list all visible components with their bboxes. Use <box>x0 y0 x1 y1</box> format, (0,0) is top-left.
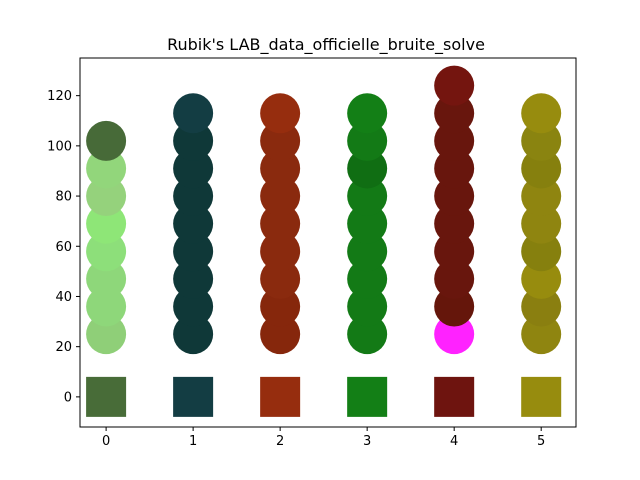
scatter-point-17 <box>260 314 301 355</box>
scatter-point-22 <box>260 176 301 217</box>
scatter-point-45 <box>521 314 562 355</box>
y-tick-label-3: 60 <box>55 240 72 255</box>
x-tick-label-2: 2 <box>276 434 284 449</box>
scatter-point-48 <box>521 231 562 272</box>
scatter-point-26 <box>347 314 388 355</box>
x-tick-label-0: 0 <box>102 434 110 449</box>
scatter-point-30 <box>347 203 388 244</box>
scatter-point-40 <box>434 176 475 217</box>
reference-square-2 <box>260 376 301 417</box>
scatter-point-53 <box>521 93 562 134</box>
scatter-point-4 <box>86 203 127 244</box>
reference-square-5 <box>521 376 562 417</box>
y-tick-label-2: 40 <box>55 290 72 305</box>
chart-title: Rubik's LAB_data_officielle_bruite_solve <box>167 35 485 55</box>
scatter-point-0 <box>86 314 127 355</box>
scatter-point-12 <box>173 203 214 244</box>
scatter-point-15 <box>173 120 214 161</box>
scatter-point-13 <box>173 176 214 217</box>
axes-frame <box>79 57 577 428</box>
scatter-point-20 <box>260 231 301 272</box>
scatter-point-7 <box>86 120 127 161</box>
scatter-point-8 <box>173 314 214 355</box>
scatter-point-35 <box>434 314 475 355</box>
y-tick-label-4: 80 <box>55 190 72 205</box>
scatter-point-6 <box>86 148 127 189</box>
scatter-point-19 <box>260 258 301 299</box>
scatter-point-1 <box>86 286 127 327</box>
scatter-point-14 <box>173 148 214 189</box>
scatter-point-37 <box>434 258 475 299</box>
scatter-point-16 <box>173 93 214 134</box>
plot-marks <box>86 65 562 417</box>
scatter-point-23 <box>260 148 301 189</box>
y-tick-label-0: 0 <box>64 390 72 405</box>
scatter-point-25 <box>260 93 301 134</box>
scatter-point-10 <box>173 258 214 299</box>
x-axis: 0 1 2 3 4 5 <box>102 427 545 449</box>
scatter-point-50 <box>521 176 562 217</box>
scatter-point-51 <box>521 148 562 189</box>
reference-square-0 <box>86 376 127 417</box>
y-tick-label-6: 120 <box>47 89 72 104</box>
scatter-point-47 <box>521 258 562 299</box>
scatter-point-18 <box>260 286 301 327</box>
scatter-point-42 <box>434 120 475 161</box>
scatter-point-46 <box>521 286 562 327</box>
y-tick-label-1: 20 <box>55 340 72 355</box>
scatter-point-24 <box>260 120 301 161</box>
scatter-point-9 <box>173 286 214 327</box>
x-tick-label-4: 4 <box>450 434 458 449</box>
scatter-point-11 <box>173 231 214 272</box>
scatter-point-38 <box>434 231 475 272</box>
scatter-point-44 <box>434 65 475 106</box>
scatter-point-33 <box>347 120 388 161</box>
x-tick-label-5: 5 <box>537 434 545 449</box>
scatter-point-34 <box>347 93 388 134</box>
reference-square-4 <box>434 376 475 417</box>
reference-square-3 <box>347 376 388 417</box>
scatter-point-27 <box>347 286 388 327</box>
scatter-point-49 <box>521 203 562 244</box>
scatter-point-41 <box>434 148 475 189</box>
reference-square-1 <box>173 376 214 417</box>
y-tick-label-5: 100 <box>47 139 72 154</box>
scatter-point-32 <box>347 148 388 189</box>
x-tick-label-1: 1 <box>189 434 197 449</box>
scatter-point-29 <box>347 231 388 272</box>
scatter-point-28 <box>347 258 388 299</box>
y-axis: 0 20 40 60 80 100 120 <box>47 89 80 405</box>
scatter-point-31 <box>347 176 388 217</box>
scatter-point-21 <box>260 203 301 244</box>
scatter-point-43 <box>434 93 475 134</box>
scatter-point-2 <box>86 258 127 299</box>
scatter-point-52 <box>521 120 562 161</box>
x-tick-label-3: 3 <box>363 434 371 449</box>
scatter-point-5 <box>86 176 127 217</box>
scatter-point-36 <box>434 286 475 327</box>
scatter-point-39 <box>434 203 475 244</box>
scatter-point-3 <box>86 231 127 272</box>
